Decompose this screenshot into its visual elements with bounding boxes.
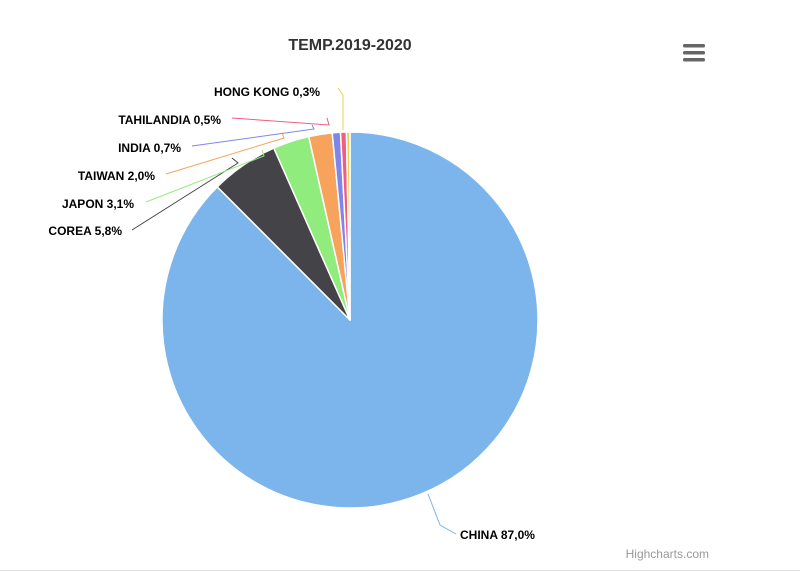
credits-link[interactable]: Highcharts.com — [626, 547, 709, 561]
connector-china — [427, 493, 457, 535]
connector-corea — [131, 157, 239, 231]
connector-india — [191, 124, 315, 147]
slice-label-china: CHINA 87,0% — [460, 528, 535, 542]
slice-label-tahilandia: TAHILANDIA 0,5% — [118, 113, 221, 127]
slice-label-india: INDIA 0,7% — [118, 141, 181, 155]
slice-label-taiwan: TAIWAN 2,0% — [78, 169, 155, 183]
pie-slice-hong-kong[interactable] — [345, 131, 351, 321]
connector-taiwan — [165, 132, 285, 175]
connector-tahilandia — [231, 117, 330, 126]
label-connectors — [131, 87, 457, 535]
chart-title: TEMP.2019-2020 — [288, 37, 411, 54]
slice-label-corea: COREA 5,8% — [48, 224, 122, 238]
slice-label-japon: JAPON 3,1% — [62, 197, 134, 211]
slice-label-hong-kong: HONG KONG 0,3% — [214, 85, 320, 99]
connector-hong-kong — [337, 87, 344, 130]
hamburger-menu-icon[interactable] — [680, 40, 708, 66]
pie-slices — [161, 131, 539, 509]
slice-labels: CHINA 87,0% COREA 5,8% JAPON 3,1% TAIWAN 2,… — [48, 85, 535, 542]
connector-japon — [145, 149, 265, 203]
